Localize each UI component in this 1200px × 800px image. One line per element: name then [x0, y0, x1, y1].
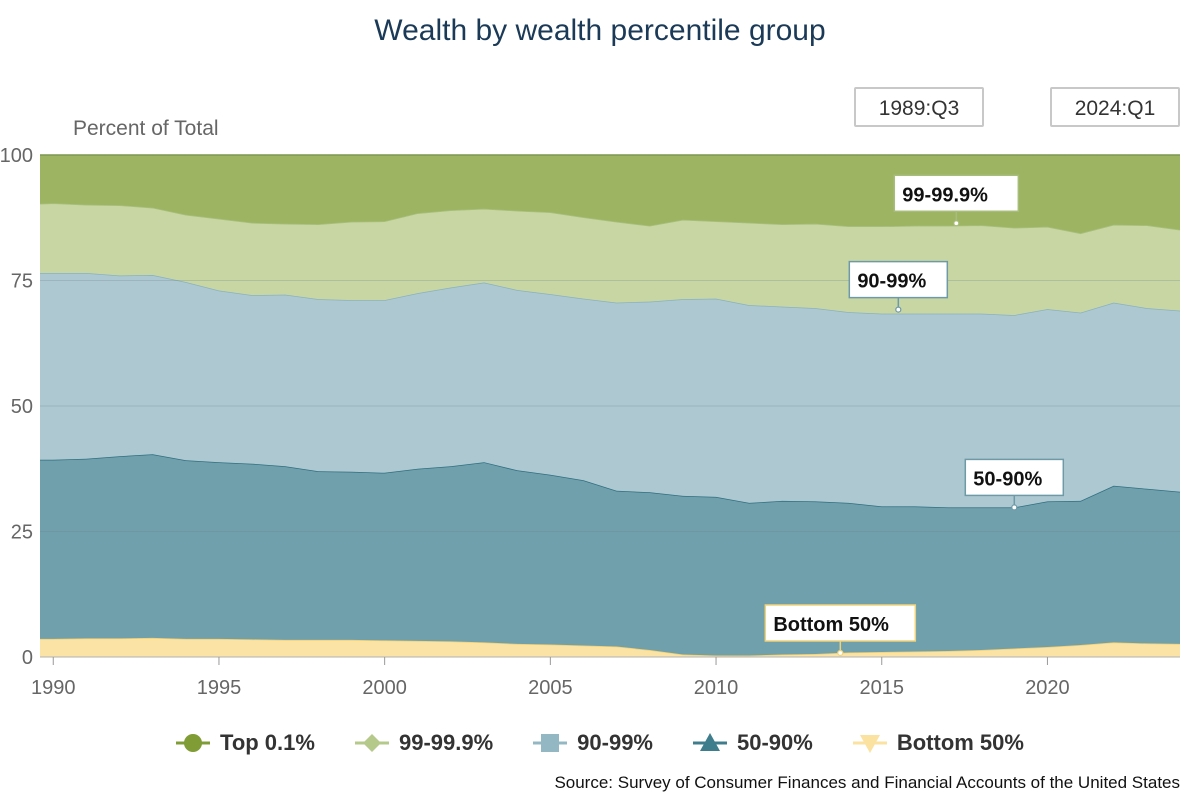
- legend-item-90-99-[interactable]: 90-99%: [533, 730, 653, 756]
- axes-layer: 0 25 50 75 100 1990 1995 2000 2005 2010 2015 2020 Pe…: [0, 117, 1180, 699]
- legend-marker-circle-icon: [176, 731, 211, 755]
- x-tick-label: 1990: [31, 677, 76, 699]
- legend-item-top-0-1-[interactable]: Top 0.1%: [176, 730, 315, 756]
- legend-marker-diamond-icon: [354, 731, 389, 755]
- source-note: Source: Survey of Consumer Finances and …: [554, 773, 1180, 792]
- annotation-layer: 99-99.9% 90-99% 50-90% Bottom 50%: [764, 174, 1065, 657]
- legend-label: 99-99.9%: [398, 730, 494, 755]
- legend-marker-triangle-icon: [693, 731, 727, 755]
- range-end-box[interactable]: 2024:Q1: [1050, 87, 1180, 127]
- x-tick-label: 2015: [859, 677, 904, 699]
- x-tick-label: 1995: [197, 677, 242, 699]
- y-tick-label: 0: [22, 647, 33, 669]
- legend-label: 90-99%: [577, 730, 653, 755]
- area-layer: [39, 154, 1181, 657]
- legend-label: 50-90%: [737, 730, 813, 755]
- annotation-point: [953, 220, 960, 227]
- legend-marker-square-icon: [533, 731, 568, 755]
- annotation-label: Bottom 50%: [773, 614, 889, 636]
- y-tick-label: 100: [0, 145, 33, 167]
- y-tick-label: 25: [11, 522, 33, 544]
- annotation-box: [893, 174, 1020, 213]
- annotation-box: [764, 604, 917, 642]
- x-tick-label: 2000: [362, 677, 407, 699]
- annotation-label: 50-90%: [973, 468, 1042, 490]
- area-90-99-[interactable]: [40, 273, 1180, 508]
- annotation-box: [848, 260, 949, 299]
- y-tick-label: 50: [11, 396, 33, 418]
- y-axis-label: Percent of Total: [73, 117, 219, 140]
- annotation-point: [837, 649, 844, 657]
- x-tick-label: 2005: [528, 677, 573, 699]
- legend-item-50-90-[interactable]: 50-90%: [693, 730, 813, 756]
- legend-item-99-99-9-[interactable]: 99-99.9%: [354, 730, 494, 756]
- chart-title: Wealth by wealth percentile group: [374, 14, 826, 47]
- x-tick-label: 2010: [694, 677, 739, 699]
- legend-marker-triangle-down-icon: [852, 731, 887, 755]
- annotation-box: [964, 458, 1065, 497]
- legend-item-bottom-50-[interactable]: Bottom 50%: [852, 730, 1024, 756]
- legend: Top 0.1% 99-99.9% 90-99% 50-90% Bottom 50%: [0, 730, 1200, 756]
- y-tick-label: 75: [11, 271, 33, 293]
- legend-label: Top 0.1%: [220, 730, 315, 755]
- annotation-label: 90-99%: [857, 271, 926, 293]
- legend-label: Bottom 50%: [896, 730, 1024, 755]
- annotation-point: [895, 306, 902, 313]
- annotation-label: 99-99.9%: [902, 184, 988, 206]
- annotation-point: [1011, 504, 1018, 511]
- x-tick-label: 2020: [1025, 677, 1070, 699]
- range-start-box[interactable]: 1989:Q3: [854, 87, 984, 127]
